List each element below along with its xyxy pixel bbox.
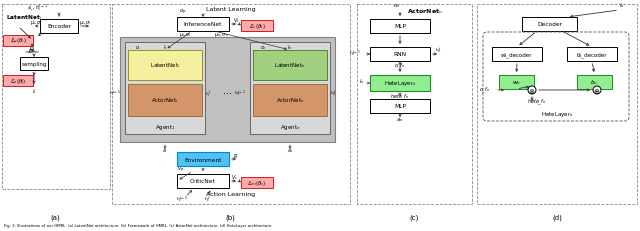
Text: HeteLayer$_n$: HeteLayer$_n$ bbox=[384, 79, 416, 88]
Text: ActorNet$_i$: ActorNet$_i$ bbox=[151, 96, 179, 105]
Text: $o, f_n$: $o, f_n$ bbox=[394, 61, 406, 70]
Bar bbox=[522, 18, 577, 32]
Text: $w_n$: $w_n$ bbox=[512, 79, 521, 87]
Text: RNN: RNN bbox=[394, 52, 406, 57]
Text: $o_n$: $o_n$ bbox=[260, 44, 266, 52]
Bar bbox=[253, 85, 327, 116]
Text: Agent$_n$: Agent$_n$ bbox=[280, 122, 300, 131]
Bar bbox=[40, 20, 78, 34]
Bar bbox=[20, 58, 48, 71]
Text: $D_i$: $D_i$ bbox=[28, 47, 36, 56]
Text: ...: ... bbox=[223, 85, 232, 95]
Text: HeteLayer$_n$: HeteLayer$_n$ bbox=[541, 110, 573, 119]
Bar bbox=[177, 152, 229, 166]
Text: $hete\_f_n$: $hete\_f_n$ bbox=[527, 97, 547, 106]
Text: sampling: sampling bbox=[21, 62, 47, 67]
Bar bbox=[499, 76, 534, 90]
Text: Agent$_1$: Agent$_1$ bbox=[155, 122, 175, 131]
Text: Latent Learning: Latent Learning bbox=[206, 6, 256, 12]
Text: (d): (d) bbox=[552, 214, 562, 220]
Text: $o\_f_n$: $o\_f_n$ bbox=[479, 85, 490, 94]
Text: $o_i$: $o_i$ bbox=[135, 44, 141, 52]
Text: (b): (b) bbox=[225, 214, 235, 220]
Text: $o_p$: $o_p$ bbox=[179, 7, 187, 17]
Text: MLP: MLP bbox=[394, 24, 406, 29]
Bar bbox=[250, 43, 330, 134]
Bar bbox=[128, 51, 202, 81]
Text: LatentNet$_i$: LatentNet$_i$ bbox=[150, 61, 180, 70]
Text: $l_n$: $l_n$ bbox=[287, 43, 292, 52]
Circle shape bbox=[593, 87, 601, 94]
Bar bbox=[3, 36, 33, 47]
Text: LatentNet$_n$: LatentNet$_n$ bbox=[275, 61, 306, 70]
Bar bbox=[241, 177, 273, 188]
Text: $\mathcal{L}_z(\theta_i)$: $\mathcal{L}_z(\theta_i)$ bbox=[10, 77, 26, 86]
Text: $\mathcal{L}_\mu(\theta_i)$: $\mathcal{L}_\mu(\theta_i)$ bbox=[10, 36, 26, 46]
Text: $V_t$: $V_t$ bbox=[232, 16, 239, 25]
Text: Action Learning: Action Learning bbox=[207, 192, 255, 197]
Text: $h_c^{t-1}$: $h_c^{t-1}$ bbox=[176, 194, 188, 204]
Text: $h_i^t$: $h_i^t$ bbox=[205, 89, 211, 98]
Text: $\mathcal{L}_{cri}(\theta_c)$: $\mathcal{L}_{cri}(\theta_c)$ bbox=[247, 178, 267, 187]
Text: Encoder: Encoder bbox=[47, 24, 71, 29]
Bar bbox=[370, 100, 430, 113]
Text: $h_c^t$: $h_c^t$ bbox=[204, 195, 210, 204]
Text: w\_decoder: w\_decoder bbox=[501, 52, 532, 58]
Bar bbox=[370, 20, 430, 34]
Bar bbox=[370, 48, 430, 62]
Text: $h_n^{t-1}$: $h_n^{t-1}$ bbox=[349, 49, 361, 59]
Bar bbox=[370, 76, 430, 92]
Text: (c): (c) bbox=[410, 214, 419, 220]
Text: $\oplus$: $\oplus$ bbox=[593, 86, 600, 95]
Bar bbox=[577, 76, 612, 90]
Text: $R$: $R$ bbox=[232, 151, 237, 159]
Text: Decoder: Decoder bbox=[537, 22, 562, 27]
Text: $l_n$: $l_n$ bbox=[620, 2, 625, 10]
Bar bbox=[253, 51, 327, 81]
Text: $\otimes$: $\otimes$ bbox=[529, 86, 536, 95]
Text: $h_i^{t-1}$: $h_i^{t-1}$ bbox=[109, 88, 121, 99]
Text: $a_n$: $a_n$ bbox=[287, 146, 294, 154]
Text: $o_n$: $o_n$ bbox=[394, 2, 401, 10]
Bar bbox=[3, 76, 33, 87]
Text: $hete\_f_n$: $hete\_f_n$ bbox=[390, 92, 410, 101]
Bar bbox=[177, 174, 229, 188]
Bar bbox=[177, 18, 229, 32]
Text: $b_n$: $b_n$ bbox=[591, 78, 598, 87]
Text: $\mu_n, \sigma_n$: $\mu_n, \sigma_n$ bbox=[214, 31, 228, 39]
Circle shape bbox=[528, 87, 536, 94]
Text: $\mu_i, \sigma_i$: $\mu_i, \sigma_i$ bbox=[179, 31, 191, 39]
Text: ActorNet$_n$: ActorNet$_n$ bbox=[406, 8, 442, 16]
Text: Fig. 2: Illustrations of our HMRL. (a) LatentNet architecture. (b) Framework of : Fig. 2: Illustrations of our HMRL. (a) L… bbox=[4, 223, 273, 227]
Bar bbox=[567, 48, 617, 62]
Text: $l_i$: $l_i$ bbox=[32, 87, 36, 96]
Text: $l_n$: $l_n$ bbox=[359, 77, 364, 86]
Text: $a_n$: $a_n$ bbox=[396, 116, 404, 123]
Text: b\_decoder: b\_decoder bbox=[577, 52, 607, 58]
Text: LatentNet$_i$: LatentNet$_i$ bbox=[6, 13, 42, 22]
Bar bbox=[125, 43, 205, 134]
Text: $\mu_i, \sigma_i$: $\mu_i, \sigma_i$ bbox=[79, 19, 92, 27]
Text: CriticNet: CriticNet bbox=[190, 179, 216, 184]
Text: $\mathcal{L}_c(\theta_t)$: $\mathcal{L}_c(\theta_t)$ bbox=[248, 22, 266, 31]
Text: $h_n^{t-1}$: $h_n^{t-1}$ bbox=[234, 88, 246, 99]
Text: $a_i$: $a_i$ bbox=[162, 146, 168, 154]
Text: $h_n^t$: $h_n^t$ bbox=[330, 89, 336, 98]
Bar bbox=[241, 21, 273, 32]
Bar bbox=[128, 85, 202, 116]
Text: $h_n^t$: $h_n^t$ bbox=[435, 46, 441, 55]
Text: (a): (a) bbox=[50, 214, 60, 220]
Text: MLP: MLP bbox=[394, 104, 406, 109]
Text: $V_c$: $V_c$ bbox=[232, 173, 239, 182]
Text: $v_p$: $v_p$ bbox=[177, 165, 185, 174]
Bar bbox=[120, 38, 335, 142]
Text: $\mu_i, \sigma_i$: $\mu_i, \sigma_i$ bbox=[29, 19, 42, 27]
Text: Environment: Environment bbox=[184, 157, 221, 162]
Text: $l_i$: $l_i$ bbox=[163, 43, 167, 52]
Text: $a_{i_0}, h_i^{t-1}$: $a_{i_0}, h_i^{t-1}$ bbox=[28, 3, 49, 13]
Bar bbox=[492, 48, 542, 62]
Text: InferenceNet: InferenceNet bbox=[184, 22, 222, 27]
Text: ActorNet$_n$: ActorNet$_n$ bbox=[276, 96, 304, 105]
